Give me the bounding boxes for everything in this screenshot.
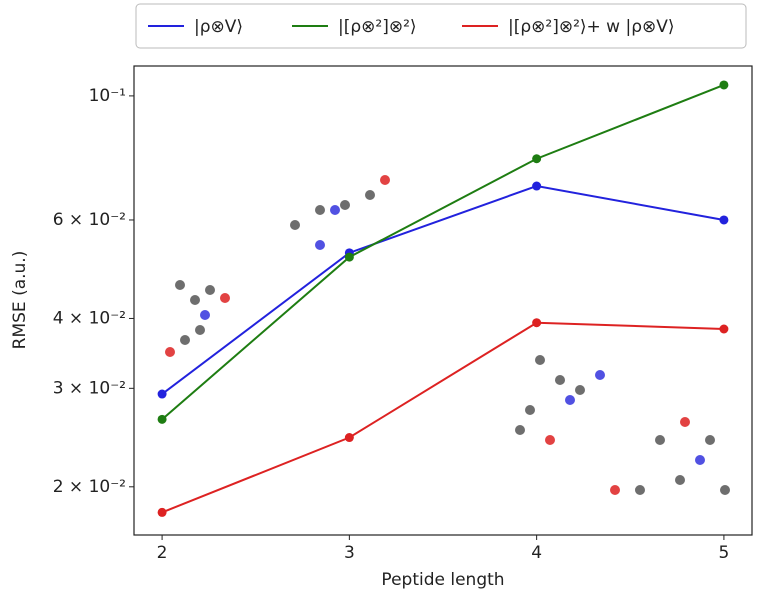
y-tick-label: 4 × 10⁻²	[53, 308, 126, 328]
data-point	[157, 389, 167, 399]
x-tick-label: 5	[718, 543, 729, 563]
data-point	[157, 414, 167, 424]
x-tick-label: 4	[531, 543, 542, 563]
molecule-decorations	[165, 175, 730, 495]
y-tick-label: 10⁻¹	[89, 86, 126, 106]
series-line	[161, 321, 724, 514]
legend-frame	[135, 3, 747, 49]
series-line	[161, 184, 725, 395]
legend-label: |[ρ⊗²]⊗²⟩+ w |ρ⊗V⟩	[508, 17, 675, 37]
y-tick-label: 2 × 10⁻²	[53, 477, 126, 497]
data-point	[344, 252, 354, 262]
series-line	[161, 84, 725, 421]
x-axis-label: Peptide length	[381, 570, 504, 590]
legend-label: |ρ⊗V⟩	[194, 17, 243, 37]
data-point	[719, 215, 729, 225]
plot-frame	[133, 65, 753, 536]
x-tick-label: 3	[344, 543, 355, 563]
x-tick-label: 2	[157, 543, 168, 563]
y-tick-label: 6 × 10⁻²	[53, 210, 126, 230]
data-point	[157, 507, 167, 517]
data-point	[719, 324, 729, 334]
data-point	[719, 80, 729, 90]
data-point	[532, 181, 542, 191]
y-tick-label: 3 × 10⁻²	[53, 378, 126, 398]
y-axis-label: RMSE (a.u.)	[10, 251, 30, 350]
data-point	[532, 318, 542, 328]
legend-label: |[ρ⊗²]⊗²⟩	[338, 17, 417, 37]
data-point	[532, 154, 542, 164]
data-point	[344, 433, 354, 443]
